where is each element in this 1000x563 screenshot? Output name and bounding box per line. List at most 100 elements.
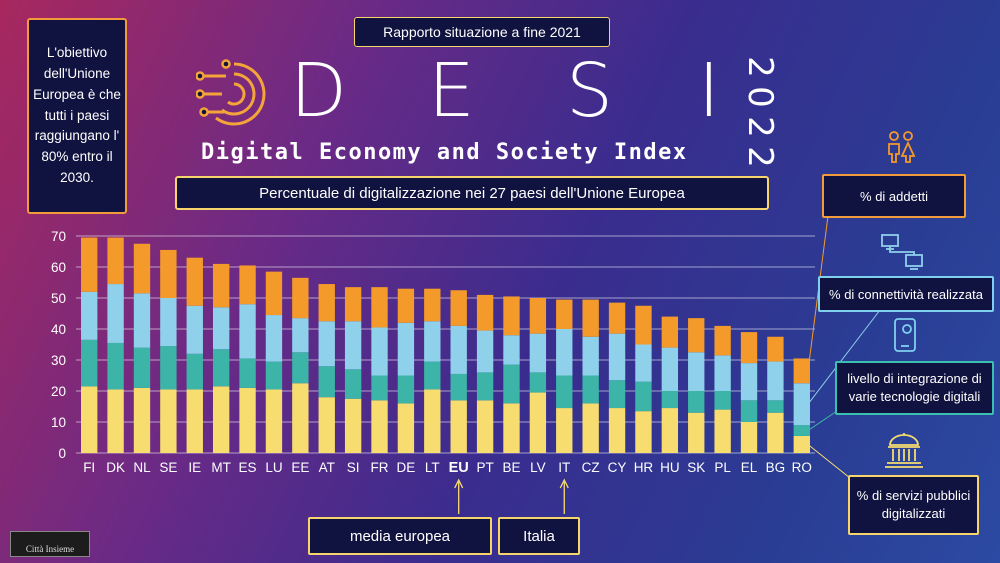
- bar-segment: [292, 352, 309, 384]
- legend-integrazione-text: livello di integrazione di varie tecnolo…: [847, 370, 982, 404]
- x-tick-label: DK: [106, 460, 125, 475]
- annotation-italia-text: Italia: [523, 527, 555, 545]
- x-tick-label: CZ: [582, 460, 600, 475]
- bar-segment: [292, 383, 309, 453]
- bar-segment: [661, 316, 679, 348]
- legend-servizi: % di servizi pubblici digitalizzati: [848, 475, 979, 535]
- bar-segment: [107, 284, 124, 343]
- legend-servizi-text: % di servizi pubblici digitalizzati: [856, 487, 971, 521]
- bar-segment: [265, 361, 283, 390]
- x-tick-label: BE: [502, 460, 520, 475]
- logo-subtitle: Digital Economy and Society Index: [201, 140, 688, 165]
- report-label: Rapporto situazione a fine 2021: [354, 17, 610, 47]
- bar-segment: [450, 373, 467, 401]
- bar-segment: [212, 307, 230, 350]
- x-tick-label: DE: [397, 460, 416, 475]
- bar-segment: [239, 265, 256, 305]
- bar-segment: [265, 271, 283, 316]
- bar-segment: [582, 336, 599, 376]
- annotation-italia: Italia: [498, 517, 580, 555]
- bar-segment: [635, 344, 652, 382]
- bar-segment: [582, 375, 599, 404]
- chart-subtitle-text: Percentuale di digitalizzazione nei 27 p…: [259, 184, 685, 202]
- network-icon: [881, 234, 923, 270]
- logo-letter-s: S: [566, 48, 613, 134]
- x-tick-label: FR: [371, 460, 389, 475]
- x-tick-label: LT: [425, 460, 440, 475]
- arrow-eu-head: [454, 478, 464, 489]
- bar-segment: [714, 325, 731, 356]
- x-tick-label: LU: [265, 460, 282, 475]
- bar-segment: [582, 299, 599, 337]
- bar-segment: [556, 375, 573, 409]
- bar-segment: [476, 372, 494, 401]
- bar-segment: [292, 318, 309, 353]
- bar-segment: [714, 409, 731, 453]
- bar-segment: [344, 321, 362, 370]
- bar-segment: [740, 422, 758, 453]
- y-tick-label: 10: [51, 415, 66, 430]
- x-tick-label: RO: [792, 460, 812, 475]
- bar-segment: [424, 321, 441, 362]
- bar-segment: [239, 387, 256, 453]
- people-icon: [888, 131, 916, 163]
- bar-segment: [107, 237, 124, 285]
- bar-segment: [133, 387, 151, 453]
- bar-segment: [556, 408, 573, 453]
- bar-segment: [292, 277, 309, 319]
- bar-segment: [529, 372, 547, 393]
- bar-segment: [503, 364, 520, 404]
- bar-segment: [81, 386, 98, 453]
- bar-segment: [767, 336, 784, 362]
- x-tick-label: PT: [476, 460, 493, 475]
- y-tick-label: 60: [51, 260, 66, 275]
- phone-gear-icon: [894, 318, 916, 352]
- bar-segment: [556, 299, 573, 329]
- circuit-logo-icon: [196, 59, 266, 126]
- bar-segment: [529, 298, 547, 334]
- bar-segment: [424, 361, 441, 390]
- bar-segment: [212, 263, 230, 308]
- bar-segment: [793, 425, 810, 436]
- connector-servizi: [807, 444, 851, 479]
- x-tick-label: FI: [83, 460, 95, 475]
- x-tick-label: BG: [766, 460, 786, 475]
- bar-segment: [714, 391, 731, 410]
- bar-segment: [239, 358, 256, 388]
- x-tick-label: HU: [660, 460, 680, 475]
- bar-segment: [186, 353, 203, 390]
- legend-integrazione: livello di integrazione di varie tecnolo…: [835, 361, 994, 415]
- bar-segment: [344, 398, 362, 453]
- y-tick-label: 20: [51, 384, 66, 399]
- x-tick-label: IE: [188, 460, 201, 475]
- x-tick-label: HR: [634, 460, 654, 475]
- annotation-media-text: media europea: [349, 527, 451, 545]
- bar-segment: [318, 321, 335, 367]
- bar-segment: [503, 335, 520, 365]
- bar-segment: [160, 298, 177, 347]
- bar-segment: [318, 397, 335, 453]
- bar-segment: [450, 325, 467, 374]
- bar-segment: [529, 392, 547, 453]
- bar-segment: [160, 249, 177, 298]
- bar-segment: [503, 403, 520, 453]
- connector-connettivita: [807, 309, 881, 405]
- bar-segment: [767, 412, 784, 453]
- bar-segment: [133, 347, 151, 388]
- bar-segment: [476, 330, 494, 373]
- bar-segment: [793, 435, 810, 453]
- x-tick-label: EL: [741, 460, 758, 475]
- bar-segment: [767, 361, 784, 401]
- bar-segment: [133, 293, 151, 348]
- bar-segment: [767, 400, 784, 413]
- annotation-media-europea: media europea: [308, 517, 492, 555]
- bar-segment: [318, 366, 335, 398]
- bar-segment: [160, 389, 177, 453]
- bar-segment: [714, 355, 731, 391]
- bar-segment: [265, 315, 283, 362]
- connector-addetti: [807, 215, 829, 371]
- bar-segment: [793, 383, 810, 426]
- government-building-icon: [885, 433, 923, 468]
- logo-letter-e: E: [428, 48, 475, 134]
